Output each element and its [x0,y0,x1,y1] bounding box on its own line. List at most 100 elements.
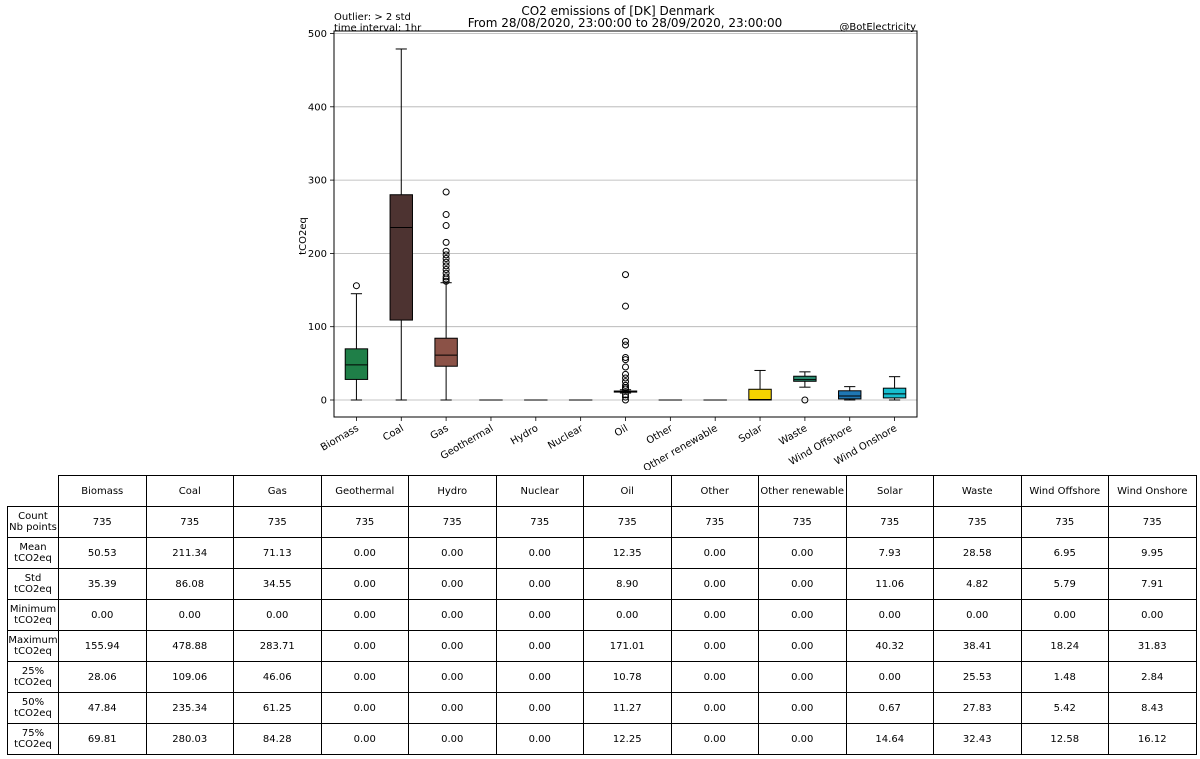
box-plots [344,48,907,404]
outlier-point [622,337,629,345]
table-cell: 12.25 [583,723,672,755]
chart: CO2 emissions of [DK] Denmark From 28/08… [298,4,918,470]
table-cell: 0.00 [408,630,497,662]
y-axis: 0 100 200 300 400 500 [308,29,334,407]
x-tick-label: Other renewable [642,423,720,470]
box-waste [793,371,817,404]
table-cell: 84.28 [233,723,322,755]
outlier-point [622,353,629,361]
box-wind-offshore [838,386,862,401]
table-cell: 0.00 [58,599,147,631]
column-header: Geothermal [320,475,409,507]
table-cell: 0.00 [320,692,409,724]
table-cell: 280.03 [145,723,234,755]
row-header-label: 50% [21,697,45,708]
table-cell: 0.00 [758,537,847,569]
table-cell: 86.08 [145,568,234,600]
table-cell: 1.48 [1020,661,1109,693]
table-cell: 12.58 [1020,723,1109,755]
table-row: Maximum tCO2eq 155.94 478.88 283.71 0.00 0.00 0… [7,630,1197,662]
box-gas [434,188,458,401]
box-solar [748,369,772,401]
y-tick-label: 0 [321,396,327,407]
table-cell: 0.00 [495,692,584,724]
x-tick-label: Waste [777,423,809,448]
table-cell: 735 [58,506,147,538]
table-cell: 28.06 [58,661,147,693]
column-header: Solar [845,475,934,507]
table-cell: 0.00 [495,723,584,755]
table-corner [7,475,59,507]
row-header-unit: tCO2eq [14,553,52,564]
table-cell: 32.43 [933,723,1022,755]
table-cell: 69.81 [58,723,147,755]
table-cell: 31.83 [1108,630,1197,662]
table-row: Minimum tCO2eq 0.00 0.00 0.00 0.00 0.00 0.00 0.0… [7,599,1197,631]
table-header-row: Biomass Coal Gas Geothermal Hydro Nuclear Oil O… [7,475,1197,507]
x-tick-label: Hydro [509,423,540,447]
outlier-point [622,370,629,378]
table-cell: 0.00 [320,723,409,755]
table-cell: 46.06 [233,661,322,693]
outlier-point [442,277,450,285]
row-header-label: Maximum [8,635,58,646]
table-cell: 11.06 [845,568,934,600]
box-body [434,337,458,367]
outlier-point [622,341,629,349]
table-cell: 0.00 [758,599,847,631]
y-tick-label: 500 [308,29,327,40]
table-cell: 735 [1108,506,1197,538]
table-row: Count Nb points 735 735 735 735 735 735 735 735 73… [7,506,1197,538]
table-cell: 0.00 [758,568,847,600]
table-cell: 11.27 [583,692,672,724]
outlier-point [622,391,629,399]
outlier-point [442,258,450,266]
column-header: Wind Offshore [1020,475,1109,507]
table-cell: 27.83 [933,692,1022,724]
table-cell: 35.39 [58,568,147,600]
credit-label: @BotElectricity [839,22,916,33]
table-cell: 735 [845,506,934,538]
table-cell: 0.00 [758,661,847,693]
box-biomass [344,282,369,401]
row-header: 25% tCO2eq [7,661,59,693]
table-cell: 0.00 [495,599,584,631]
table-cell: 12.35 [583,537,672,569]
outlier-point [622,381,629,389]
box-coal [389,48,413,401]
outlier-point [622,396,629,404]
table-cell: 155.94 [58,630,147,662]
table-cell: 0.00 [670,599,759,631]
table-cell: 71.13 [233,537,322,569]
table-cell: 0.00 [408,568,497,600]
row-header-label: Mean [19,542,47,553]
table-cell: 0.00 [670,723,759,755]
table-cell: 735 [233,506,322,538]
plot-frame [333,30,918,418]
table-cell: 14.64 [845,723,934,755]
table-cell: 0.00 [758,630,847,662]
x-tick-label: Oil [613,423,630,439]
y-tick-label: 200 [308,249,327,260]
row-header: Std tCO2eq [7,568,59,600]
outlier-point [801,396,809,404]
box-body [793,375,817,382]
column-header: Other renewable [758,475,847,507]
box-body [748,388,772,401]
row-header: Maximum tCO2eq [7,630,59,662]
table-cell: 61.25 [233,692,322,724]
table-cell: 0.00 [670,568,759,600]
interval-note: time interval: 1hr [334,23,422,34]
table-cell: 0.00 [1020,599,1109,631]
column-header: Nuclear [495,475,584,507]
y-tick-label: 100 [308,322,327,333]
row-header-label: Minimum [9,604,57,615]
outlier-note: Outlier: > 2 std [334,12,411,23]
table-row: Std tCO2eq 35.39 86.08 34.55 0.00 0.00 0.00 8.90… [7,568,1197,600]
table-cell: 0.00 [845,661,934,693]
table-cell: 109.06 [145,661,234,693]
column-header: Biomass [58,475,147,507]
column-header: Coal [145,475,234,507]
outlier-point [442,275,450,283]
table-cell: 8.90 [583,568,672,600]
